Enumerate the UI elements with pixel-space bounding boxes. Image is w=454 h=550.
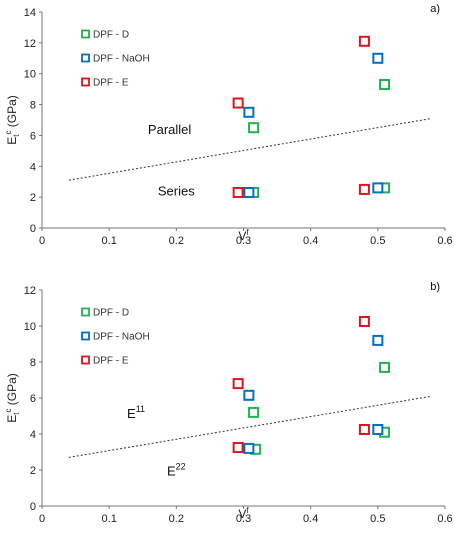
panel-b-point-dpf-e [232, 442, 244, 453]
panel-b-legend-marker-dpf-naoh [81, 331, 90, 341]
panel-a-y-tick-label: 2 [30, 192, 36, 204]
panel-a-point-dpf-naoh [243, 106, 255, 118]
panel-b-annotation-sup: 22 [176, 461, 186, 471]
panel-b-y-axis-label-rest: (GPa) [5, 373, 19, 408]
panel-a-point-dpf-naoh [372, 182, 384, 194]
panel-b-annotation: E11 [127, 404, 145, 421]
panel-a-x-axis-label-sup: f [246, 228, 249, 237]
panel-b-point-dpf-e [358, 424, 370, 435]
panel-b-point-dpf-naoh [372, 334, 384, 346]
panel-a-y-axis-label-sup: c [4, 131, 13, 135]
panel-a-y-axis-label: Etc (GPa) [4, 95, 21, 145]
panel-a-point-dpf-e [358, 35, 370, 47]
panel-a-point-dpf-d [248, 122, 260, 134]
panel-b-x-tick-label: 0 [39, 513, 45, 525]
panel-a-x-tick-label: 0 [39, 235, 45, 247]
panel-b-y-tick-label: 4 [30, 429, 36, 441]
panel-a-legend-marker-dpf-d [81, 29, 90, 39]
panel-a-point-dpf-e [232, 187, 244, 199]
panel-a-point-dpf-naoh [243, 187, 255, 199]
panel-b-legend-marker-dpf-d [81, 307, 90, 317]
panel-b-point-dpf-naoh [372, 424, 384, 435]
panel-b-y-axis-label-sub: t [12, 412, 21, 415]
panel-a-y-tick-label: 8 [30, 100, 36, 112]
panel-a-point-dpf-d [379, 79, 391, 91]
panel-a-annotation: Parallel [148, 122, 191, 137]
panel-b-x-axis-label: Vf [238, 506, 249, 521]
panel-a-y-tick-label: 4 [30, 161, 36, 173]
panel-a-point-dpf-e [358, 183, 370, 195]
panel-b-annotation-text: E [167, 463, 176, 478]
panel-a-y-tick-label: 10 [24, 69, 36, 81]
panel-a-point-dpf-naoh [372, 52, 384, 64]
panel-a-y-axis-label-sub: t [12, 134, 21, 137]
panel-b-trendline [68, 395, 432, 458]
panel-b-legend-label-dpf-naoh: DPF - NaOH [93, 332, 150, 343]
panel-b-y-tick-label: 12 [24, 285, 36, 297]
panel-b-x-tick-label: 0.1 [102, 513, 117, 525]
panel-a-legend-label-dpf-naoh: DPF - NaOH [93, 54, 150, 65]
panel-b-point-dpf-e [358, 316, 370, 327]
panel-a-y-axis-label-main: E [5, 137, 19, 145]
panel-b-y-tick-label: 8 [30, 357, 36, 369]
panel-a-x-tick-label: 0.6 [437, 235, 452, 247]
panel-b-legend-marker-dpf-e [81, 355, 90, 365]
panel-b-legend-label-dpf-e: DPF - E [93, 356, 129, 367]
panel-b-y-tick-label: 6 [30, 393, 36, 405]
panel-a-legend-label-dpf-d: DPF - D [93, 30, 129, 41]
panel-a-x-tick-label: 0.3 [236, 235, 251, 247]
panel-b-panel-label: b) [430, 281, 440, 293]
panel-a-point-dpf-e [232, 97, 244, 109]
panel-a-panel-label: a) [430, 3, 440, 15]
panel-a-x-axis-label: Vf [238, 228, 249, 243]
panel-b-x-tick-label: 0.6 [437, 513, 452, 525]
panel-b-x-tick-label: 0.2 [169, 513, 184, 525]
panel-b-point-dpf-d [248, 406, 260, 418]
panel-b-point-dpf-naoh [243, 442, 255, 454]
panel-b-chart: 0 2 4 6 8 10 12 0 0.1 0.2 0.3 0.4 0.5 0.6 Vf Etc (GPa) b… [4, 281, 453, 525]
panel-b-y-tick-label: 0 [30, 501, 36, 513]
panel-a-x-tick-label: 0.2 [169, 235, 184, 247]
panel-b-x-tick-label: 0.4 [303, 513, 318, 525]
panel-a-annotation-text: Series [158, 184, 195, 199]
panel-a-y-tick-label: 14 [24, 7, 36, 19]
panel-b-x-tick-label: 0.5 [370, 513, 385, 525]
panel-a-chart: 0 2 4 6 8 10 12 14 0 0.1 0.2 0.3 0.4 0.5 0.6 Vf Etc (GPa… [4, 3, 453, 247]
panel-b-point-dpf-d [379, 361, 391, 373]
panel-a-annotation: Series [158, 184, 195, 199]
panel-a-y-axis-label-rest: (GPa) [5, 95, 19, 130]
panel-b-y-axis-label-main: E [5, 415, 19, 423]
panel-b-annotation-sup: 11 [136, 404, 145, 414]
panel-b-point-dpf-naoh [243, 389, 255, 401]
panel-a-annotation-text: Parallel [148, 122, 191, 137]
panel-b-x-tick-label: 0.3 [236, 513, 251, 525]
panel-b-y-tick-label: 2 [30, 465, 36, 477]
panel-b-y-tick-label: 10 [24, 321, 36, 333]
panel-a-x-tick-label: 0.4 [303, 235, 318, 247]
panel-b-y-axis-label: Etc (GPa) [4, 373, 21, 423]
panel-a-x-tick-label: 0.5 [370, 235, 385, 247]
panel-a-trendline [68, 117, 432, 181]
panel-a-legend-marker-dpf-e [81, 77, 90, 87]
panel-a-y-tick-label: 6 [30, 130, 36, 142]
panel-a-y-tick-label: 12 [24, 38, 36, 50]
panel-b-annotation: E22 [167, 461, 186, 478]
panel-a-legend-marker-dpf-naoh [81, 53, 90, 63]
panel-b-annotation-text: E [127, 406, 136, 421]
panel-a-legend-label-dpf-e: DPF - E [93, 78, 129, 89]
panel-b-y-axis-label-sup: c [4, 409, 13, 413]
panel-a-x-tick-label: 0.1 [102, 235, 117, 247]
panel-a-y-tick-label: 0 [30, 223, 36, 235]
panel-b-legend-label-dpf-d: DPF - D [93, 308, 129, 319]
panel-b-point-dpf-e [232, 378, 244, 390]
panel-a-x-axis-label-main: V [238, 229, 246, 243]
panel-b-x-axis-label-main: V [238, 507, 246, 521]
panel-b-x-axis-label-sup: f [246, 506, 249, 515]
